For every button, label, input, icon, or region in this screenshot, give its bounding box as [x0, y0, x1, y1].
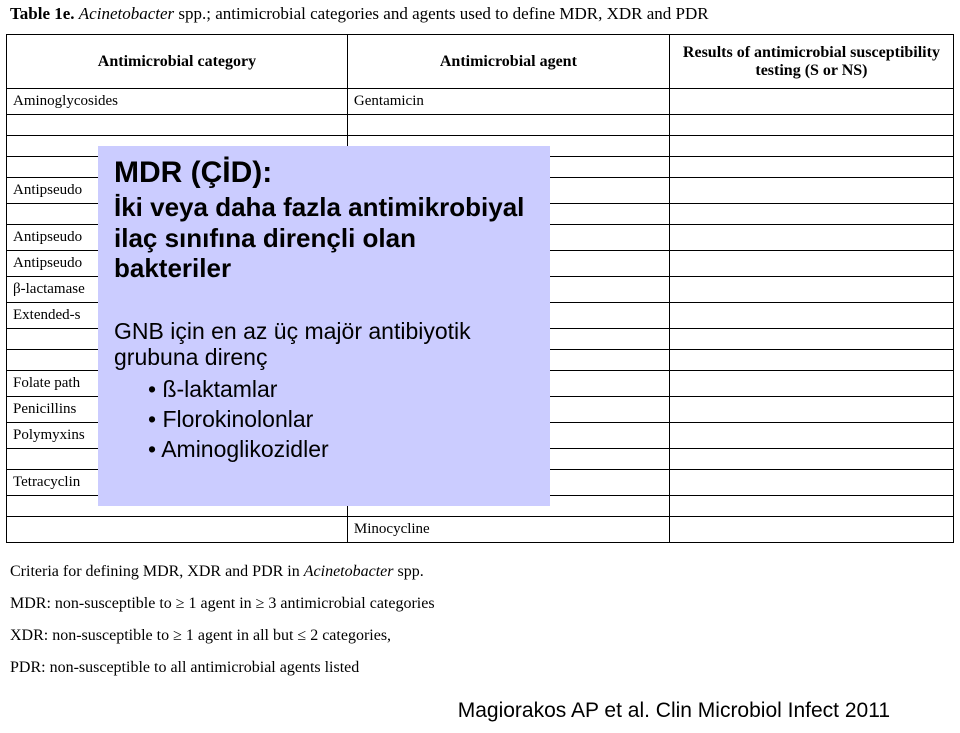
list-item: ß-laktamlar: [148, 375, 534, 405]
criteria-line: MDR: non-susceptible to ≥ 1 agent in ≥ 3…: [10, 595, 435, 613]
criteria-line: PDR: non-susceptible to all antimicrobia…: [10, 659, 435, 677]
cell-agent: Minocycline: [347, 517, 669, 543]
cell-result: [669, 303, 953, 329]
cell-result: [669, 157, 953, 178]
col-header-agent: Antimicrobial agent: [347, 35, 669, 89]
criteria-line: XDR: non-susceptible to ≥ 1 agent in all…: [10, 627, 435, 645]
cell-agent: [347, 115, 669, 136]
criteria-text: spp.: [394, 563, 424, 580]
criteria-species: Acinetobacter: [304, 563, 394, 580]
col-header-results: Results of antimicrobial susceptibility …: [669, 35, 953, 89]
table-row: [7, 115, 954, 136]
overlay-body: İki veya daha fazla antimikrobiyal ilaç …: [114, 192, 534, 284]
cell-result: [669, 277, 953, 303]
cell-result: [669, 517, 953, 543]
cell-category: [7, 115, 348, 136]
list-item: Florokinolonlar: [148, 405, 534, 435]
cell-result: [669, 496, 953, 517]
table-row: Minocycline: [7, 517, 954, 543]
cell-category: Aminoglycosides: [7, 89, 348, 115]
table-caption: Table 1e. Acinetobacter spp.; antimicrob…: [10, 4, 709, 24]
cell-result: [669, 115, 953, 136]
cell-result: [669, 449, 953, 470]
overlay-list: ß-laktamlar Florokinolonlar Aminoglikozi…: [148, 375, 534, 465]
cell-result: [669, 136, 953, 157]
citation: Magiorakos AP et al. Clin Microbiol Infe…: [458, 699, 890, 723]
cell-result: [669, 371, 953, 397]
cell-category: [7, 517, 348, 543]
criteria-line: Criteria for defining MDR, XDR and PDR i…: [10, 563, 435, 581]
list-item: Aminoglikozidler: [148, 435, 534, 465]
cell-result: [669, 204, 953, 225]
caption-spp: spp.;: [174, 4, 215, 23]
cell-result: [669, 470, 953, 496]
cell-result: [669, 329, 953, 350]
overlay-title: MDR (ÇİD):: [114, 156, 534, 190]
table-header-row: Antimicrobial category Antimicrobial age…: [7, 35, 954, 89]
criteria-block: Criteria for defining MDR, XDR and PDR i…: [10, 563, 435, 691]
cell-result: [669, 225, 953, 251]
caption-label: Table 1e.: [10, 4, 75, 23]
col-header-category: Antimicrobial category: [7, 35, 348, 89]
caption-rest: antimicrobial categories and agents used…: [215, 4, 708, 23]
caption-species: Acinetobacter: [79, 4, 174, 23]
table-row: AminoglycosidesGentamicin: [7, 89, 954, 115]
cell-result: [669, 350, 953, 371]
cell-result: [669, 89, 953, 115]
cell-result: [669, 178, 953, 204]
criteria-text: Criteria for defining MDR, XDR and PDR i…: [10, 563, 304, 580]
cell-result: [669, 251, 953, 277]
cell-agent: Gentamicin: [347, 89, 669, 115]
overlay-subtext: GNB için en az üç majör antibiyotik grub…: [114, 318, 534, 371]
mdr-definition-overlay: MDR (ÇİD): İki veya daha fazla antimikro…: [98, 146, 550, 506]
cell-result: [669, 423, 953, 449]
cell-result: [669, 397, 953, 423]
